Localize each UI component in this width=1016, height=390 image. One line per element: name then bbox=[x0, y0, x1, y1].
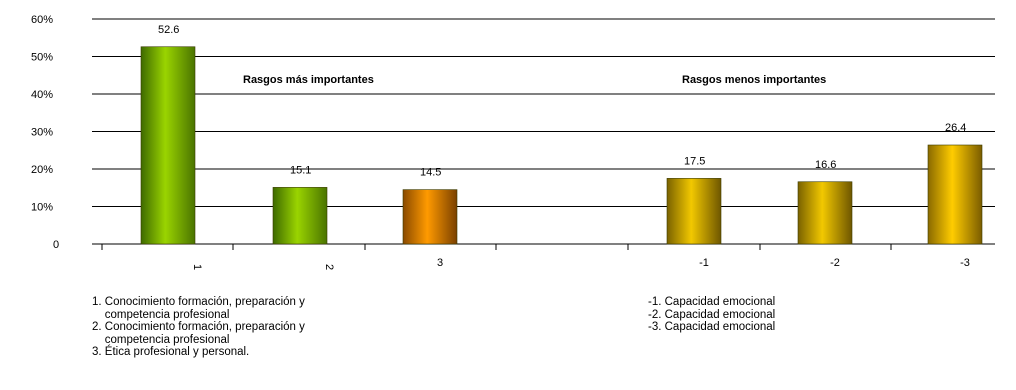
bar-1 bbox=[140, 46, 196, 245]
y-tick-label: 10% bbox=[31, 202, 53, 214]
bar-value-label: 17.5 bbox=[684, 155, 705, 167]
bar--3 bbox=[927, 144, 983, 245]
x-tick-label: -1 bbox=[699, 257, 709, 269]
y-tick-label: 40% bbox=[31, 89, 53, 101]
note-line: 3. Ética profesional y personal. bbox=[92, 346, 250, 359]
bar-3 bbox=[402, 189, 458, 245]
bar--2 bbox=[797, 181, 853, 245]
bar-value-label: 26.4 bbox=[945, 122, 966, 134]
bar-2 bbox=[272, 187, 328, 245]
bar-value-label: 15.1 bbox=[290, 164, 311, 176]
bars: 52.6 15.1 14.5 17.5 16.6 26.4 bbox=[140, 24, 983, 245]
annotation-important: Rasgos más importantes bbox=[243, 74, 374, 86]
bar-value-label: 52.6 bbox=[158, 24, 179, 36]
note-line: competencia profesional bbox=[92, 333, 230, 346]
note-line: -3. Capacidad emocional bbox=[648, 321, 776, 334]
gridlines bbox=[92, 18, 995, 245]
note-line: competencia profesional bbox=[92, 308, 230, 321]
y-tick-label: 50% bbox=[31, 52, 53, 64]
bar--1 bbox=[666, 178, 722, 245]
annotation-less-important: Rasgos menos importantes bbox=[682, 74, 826, 86]
x-tick-label: -2 bbox=[830, 257, 840, 269]
note-line: -1. Capacidad emocional bbox=[648, 296, 776, 308]
bar-chart: 0 10% 20% 30% 40% 50% 60% 52.6 15.1 14.5 17.5 16.6… bbox=[31, 14, 995, 270]
bar-value-label: 16.6 bbox=[815, 159, 836, 171]
x-tick-label: 2 bbox=[323, 264, 335, 270]
y-tick-label: 30% bbox=[31, 127, 53, 139]
note-line: -2. Capacidad emocional bbox=[648, 308, 776, 321]
note-line: 2. Conocimiento formación, preparación y bbox=[92, 321, 305, 334]
x-tick-label: -3 bbox=[960, 257, 970, 269]
y-tick-label: 60% bbox=[31, 14, 53, 26]
y-axis: 0 10% 20% 30% 40% 50% 60% bbox=[31, 14, 59, 251]
y-tick-label: 20% bbox=[31, 164, 53, 176]
note-line: 1. Conocimiento formación, preparación y bbox=[92, 296, 305, 308]
x-tick-label: 1 bbox=[191, 264, 203, 270]
bar-value-label: 14.5 bbox=[420, 167, 441, 179]
notes-right: -1. Capacidad emocional -2. Capacidad emo… bbox=[648, 296, 775, 334]
x-axis: 1 2 3 -1 -2 -3 bbox=[101, 244, 970, 270]
notes-left: 1. Conocimiento formación, preparación y… bbox=[92, 296, 305, 359]
y-tick-label: 0 bbox=[53, 239, 59, 251]
x-tick-label: 3 bbox=[437, 257, 443, 269]
